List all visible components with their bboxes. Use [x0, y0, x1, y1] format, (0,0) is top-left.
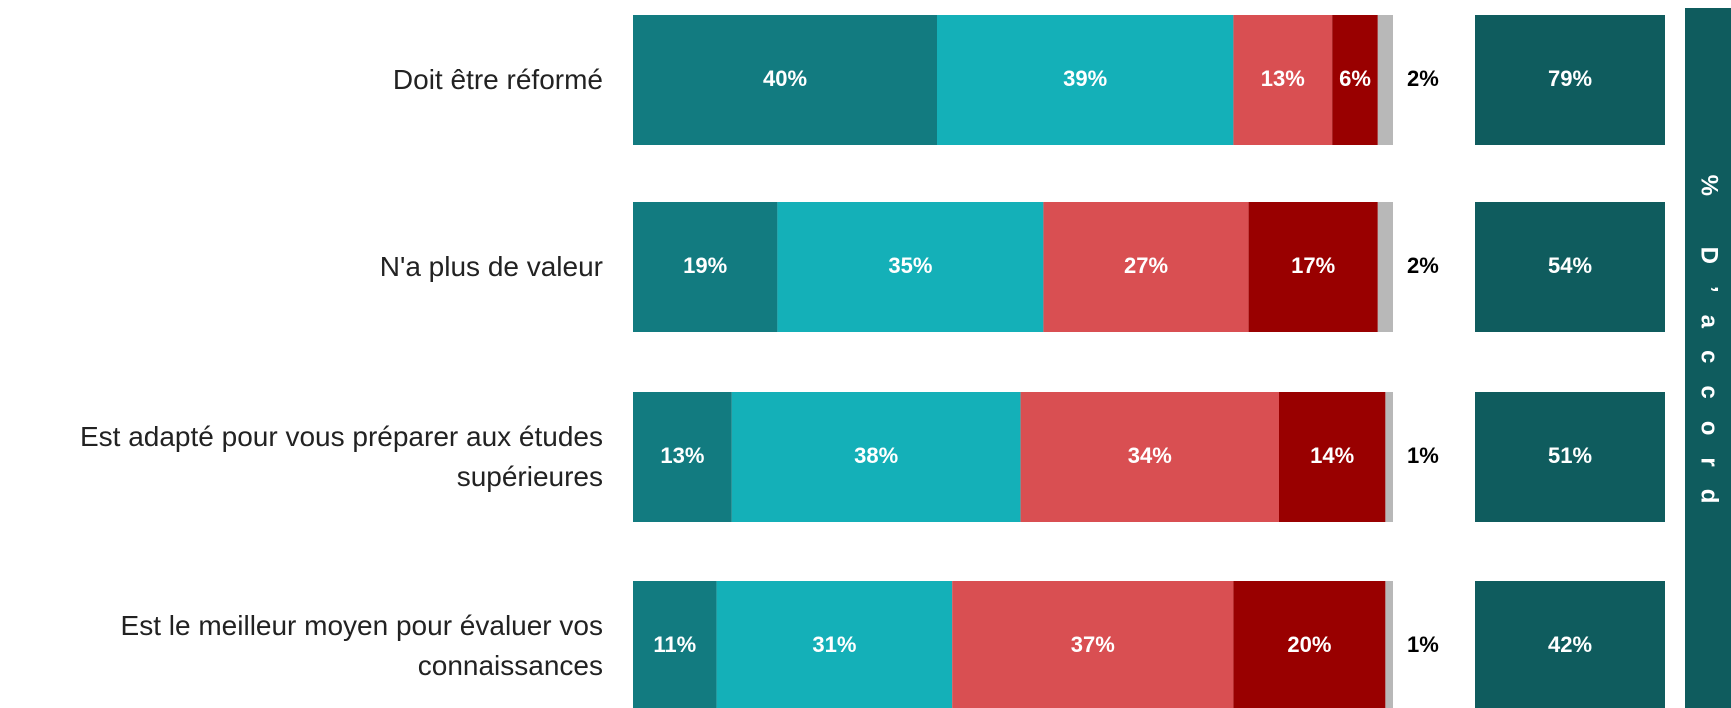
agree-box	[1475, 202, 1665, 332]
value-label: 34%	[1128, 443, 1172, 468]
value-label: 2%	[1407, 253, 1439, 278]
bar-segment	[633, 15, 937, 145]
category-label: N'a plus de valeur	[379, 251, 603, 282]
value-label: 37%	[1071, 632, 1115, 657]
bar-segment	[1248, 202, 1378, 332]
agree-label: 54%	[1548, 253, 1592, 278]
bar-segment	[1385, 581, 1393, 708]
value-label: 14%	[1310, 443, 1354, 468]
category-label: Est le meilleur moyen pour évaluer vos c…	[120, 610, 603, 681]
agree-box	[1475, 581, 1665, 708]
value-label: 20%	[1287, 632, 1331, 657]
value-label: 2%	[1407, 66, 1439, 91]
value-label: 1%	[1407, 632, 1439, 657]
value-label: 11%	[653, 632, 696, 657]
bar-segment	[937, 15, 1234, 145]
bar-segment	[1385, 392, 1393, 522]
bar-segment	[1043, 202, 1249, 332]
bar-segment	[633, 581, 717, 708]
bar-segment	[633, 202, 778, 332]
category-label: Doit être réformé	[392, 64, 603, 95]
bar-segment	[777, 202, 1044, 332]
value-label: 35%	[888, 253, 932, 278]
value-label: 13%	[660, 443, 704, 468]
value-label: 40%	[763, 66, 807, 91]
value-label: 17%	[1291, 253, 1335, 278]
bar-segment	[731, 392, 1021, 522]
bar-segment	[1377, 202, 1393, 332]
agree-box	[1475, 392, 1665, 522]
bar-segment	[716, 581, 953, 708]
bar-segment	[1332, 15, 1378, 145]
agree-band	[1685, 8, 1731, 708]
value-label: 13%	[1261, 66, 1305, 91]
bar-segment	[1279, 392, 1386, 522]
agree-label: 51%	[1548, 443, 1592, 468]
value-label: 38%	[854, 443, 898, 468]
bar-segment	[952, 581, 1234, 708]
value-label: 6%	[1339, 66, 1371, 91]
bar-segment	[1377, 15, 1393, 145]
agree-box	[1475, 15, 1665, 145]
agree-title: % D’accord	[1696, 175, 1723, 526]
value-label: 19%	[683, 253, 727, 278]
value-label: 31%	[812, 632, 856, 657]
value-label: 1%	[1407, 443, 1439, 468]
bar-segment	[633, 392, 732, 522]
agree-label: 79%	[1548, 66, 1592, 91]
bar-segment	[1233, 15, 1333, 145]
bar-segment	[1233, 581, 1386, 708]
value-label: 39%	[1063, 66, 1107, 91]
agree-label: 42%	[1548, 632, 1592, 657]
bar-segment	[1020, 392, 1279, 522]
category-label: Est adapté pour vous préparer aux études…	[79, 421, 603, 492]
value-label: 27%	[1124, 253, 1168, 278]
